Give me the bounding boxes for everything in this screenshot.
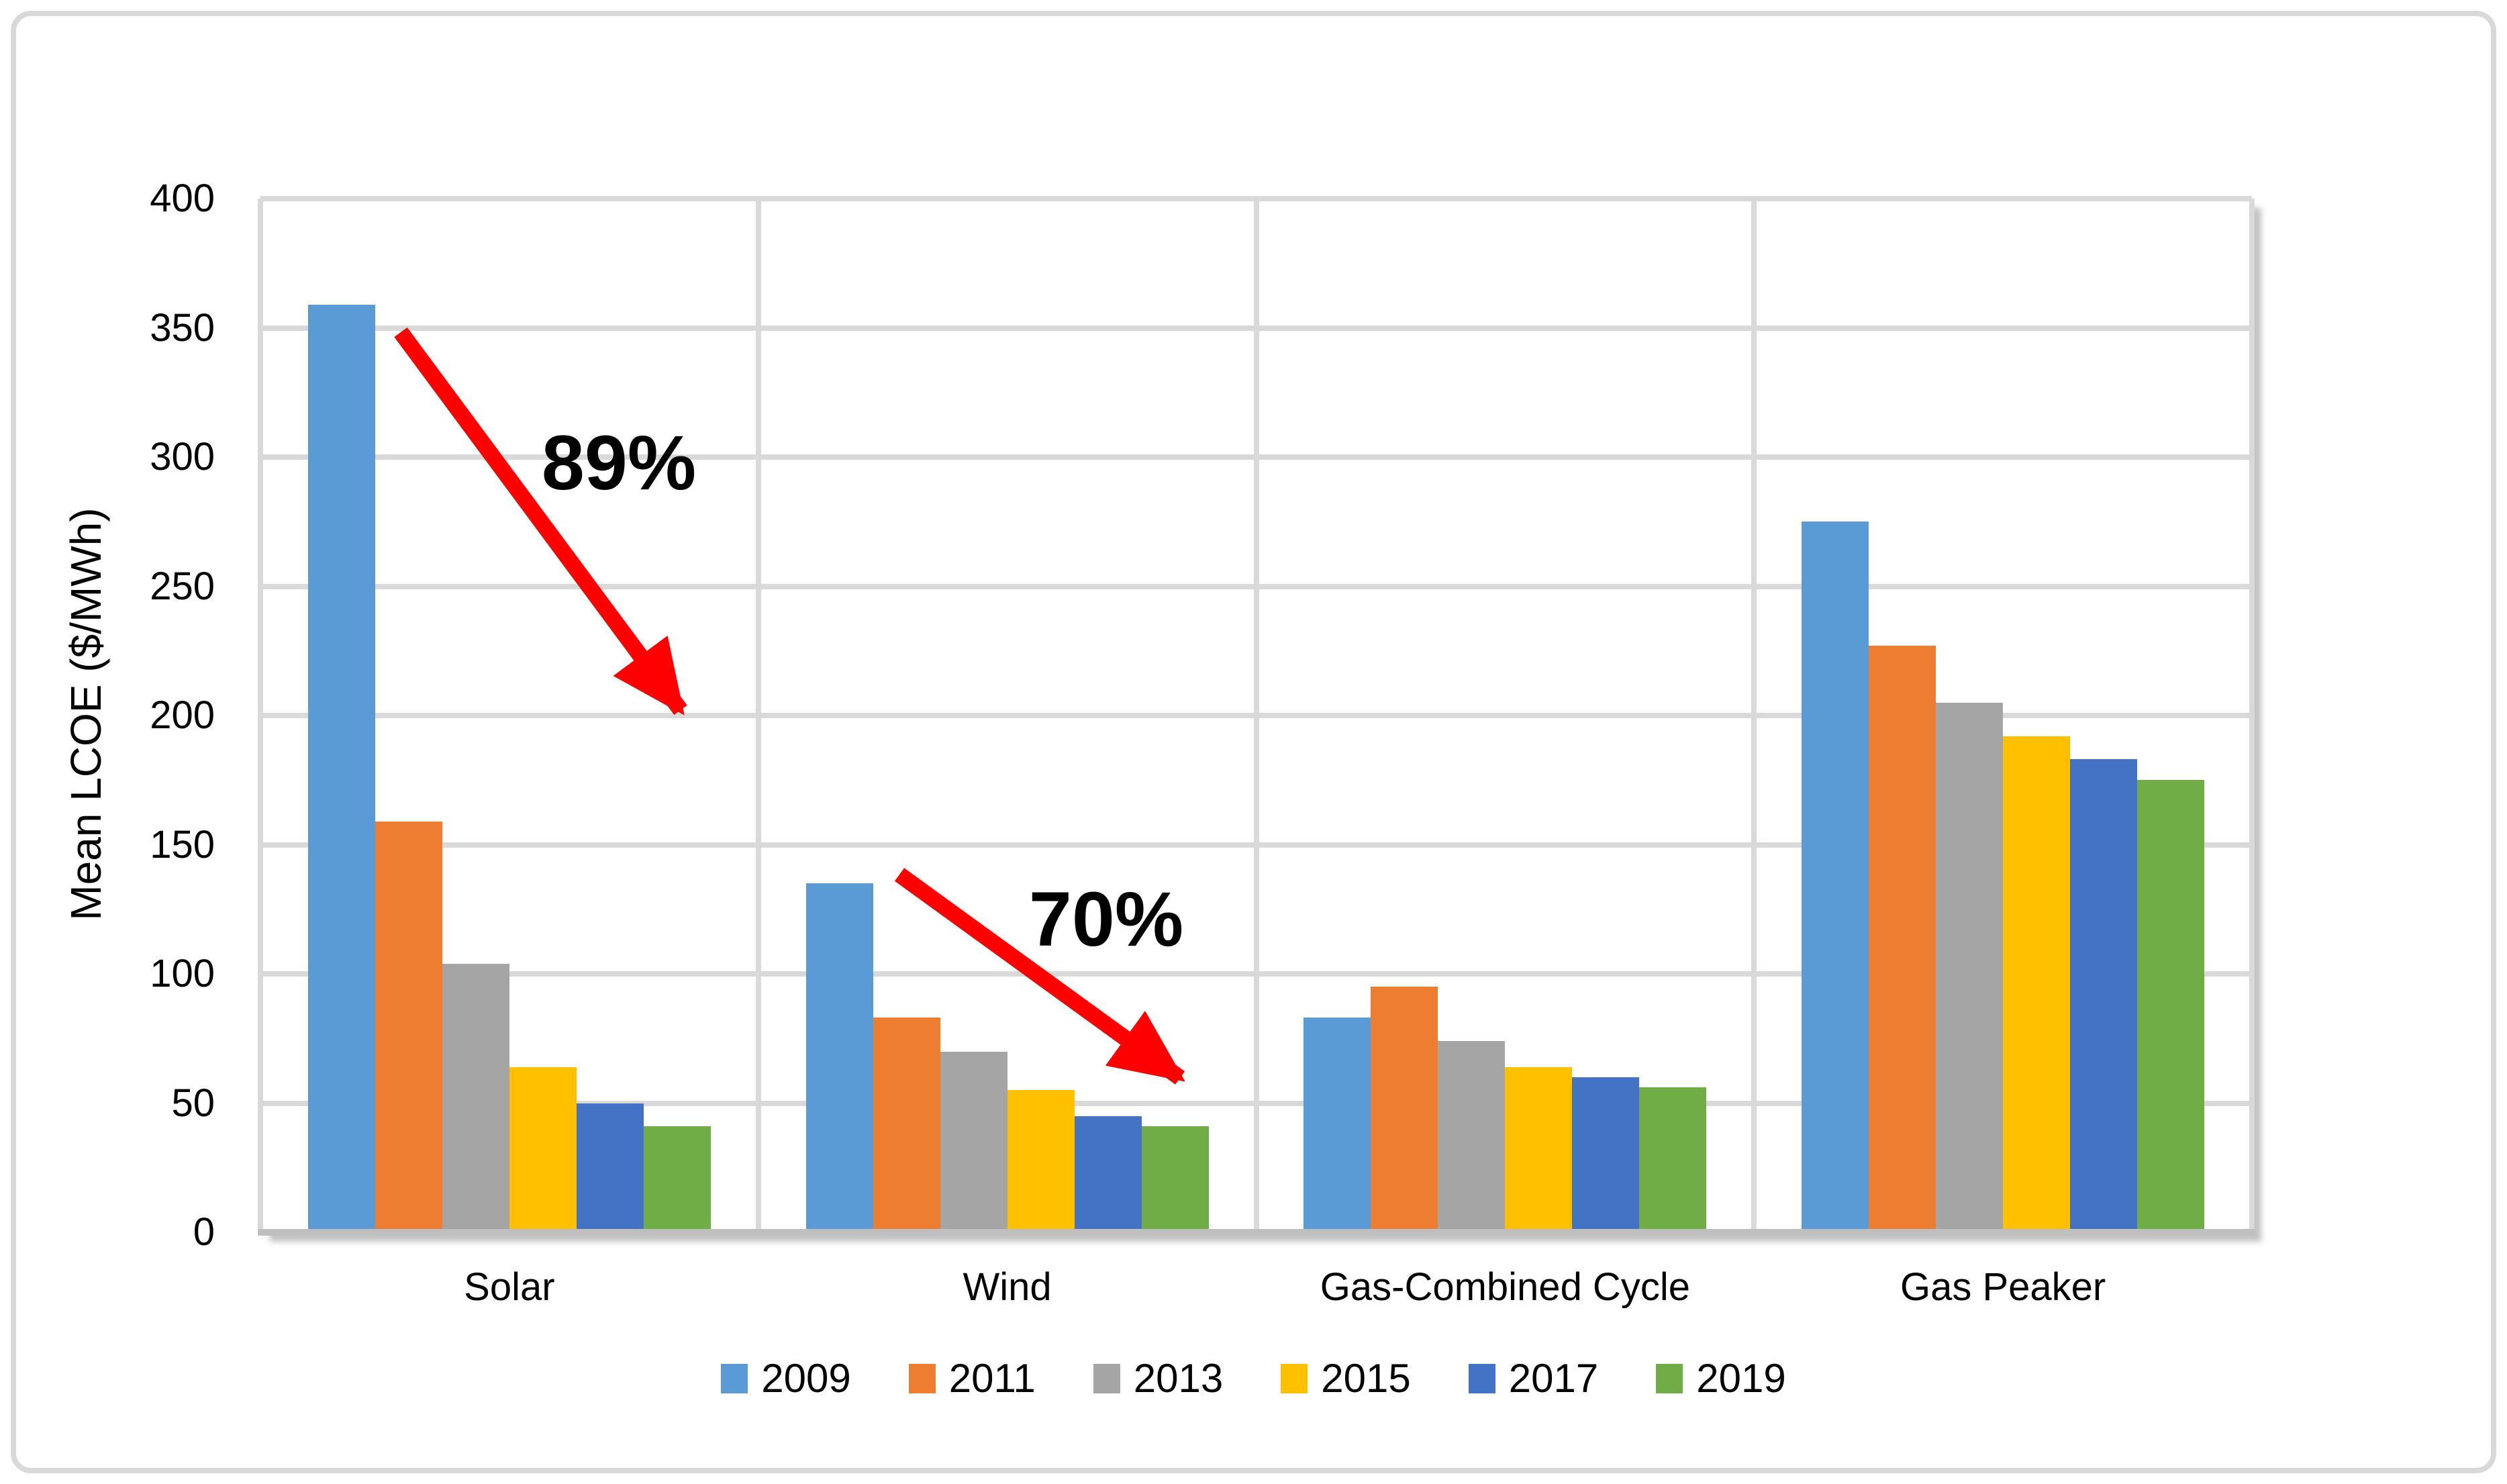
- bar-solar-2017: [576, 1103, 644, 1232]
- bar-gas-combined-cycle-2013: [1438, 1041, 1506, 1232]
- bar-gas-combined-cycle-2009: [1304, 1018, 1371, 1232]
- category-separator: [1751, 199, 1757, 1232]
- bar-gas-peaker-2009: [1802, 522, 1869, 1232]
- bar-gas-combined-cycle-2015: [1505, 1067, 1573, 1232]
- legend-label-2009: 2009: [761, 1356, 851, 1401]
- category-label-gas-peaker: Gas Peaker: [1900, 1265, 2106, 1309]
- legend-item-2011: 2011: [908, 1356, 1036, 1401]
- legend-label-2019: 2019: [1696, 1356, 1786, 1401]
- category-label-wind: Wind: [963, 1265, 1052, 1309]
- bar-gas-combined-cycle-2019: [1639, 1087, 1707, 1232]
- legend-swatch-2011: [908, 1364, 936, 1393]
- x-axis-line: [258, 1229, 2255, 1236]
- legend-item-2009: 2009: [721, 1356, 851, 1401]
- category-separator: [755, 199, 761, 1232]
- bar-wind-2011: [873, 1018, 940, 1232]
- figure-border: [11, 11, 2496, 1473]
- legend-label-2015: 2015: [1321, 1356, 1411, 1401]
- legend-swatch-2017: [1468, 1364, 1495, 1393]
- legend-swatch-2019: [1656, 1364, 1683, 1393]
- bar-wind-2009: [805, 883, 873, 1232]
- y-tick-label-50: 50: [171, 1081, 215, 1125]
- bar-gas-combined-cycle-2011: [1371, 987, 1438, 1232]
- plot-border-left: [258, 199, 263, 1232]
- bar-wind-2015: [1007, 1090, 1075, 1232]
- legend-swatch-2009: [721, 1364, 748, 1393]
- y-tick-label-350: 350: [150, 305, 215, 350]
- bar-gas-peaker-2017: [2070, 759, 2138, 1232]
- bar-solar-2013: [442, 963, 509, 1232]
- plot-area: [258, 196, 2255, 1236]
- legend-swatch-2015: [1281, 1364, 1308, 1393]
- plot-border-right: [2249, 199, 2255, 1232]
- bar-gas-combined-cycle-2017: [1572, 1077, 1640, 1232]
- y-tick-label-300: 300: [150, 435, 215, 479]
- plot-border-top: [260, 196, 2252, 201]
- bar-solar-2019: [643, 1126, 711, 1232]
- y-tick-label-100: 100: [150, 952, 215, 995]
- legend-label-2011: 2011: [948, 1356, 1036, 1401]
- bar-wind-2019: [1141, 1126, 1209, 1232]
- bar-gas-peaker-2013: [1936, 702, 2004, 1232]
- y-tick-label-400: 400: [150, 177, 215, 220]
- legend-item-2019: 2019: [1656, 1356, 1786, 1401]
- legend-item-2017: 2017: [1468, 1356, 1599, 1401]
- category-separator: [1253, 199, 1259, 1232]
- category-label-gas-combined-cycle: Gas-Combined Cycle: [1320, 1265, 1690, 1309]
- category-label-solar: Solar: [464, 1265, 555, 1309]
- bar-wind-2017: [1074, 1116, 1142, 1232]
- bar-solar-2011: [375, 821, 442, 1232]
- legend-item-2015: 2015: [1281, 1356, 1411, 1401]
- y-tick-label-150: 150: [150, 822, 215, 867]
- bar-gas-peaker-2011: [1869, 646, 1936, 1232]
- y-tick-label-250: 250: [150, 564, 215, 608]
- bar-solar-2015: [509, 1067, 577, 1232]
- bar-wind-2013: [940, 1051, 1007, 1232]
- legend: 2009 2011 2013 2015 2017 2019: [0, 1357, 2507, 1400]
- legend-label-2017: 2017: [1508, 1356, 1599, 1401]
- y-tick-label-0: 0: [193, 1210, 215, 1254]
- y-tick-label-200: 200: [150, 693, 215, 737]
- bar-gas-peaker-2019: [2137, 780, 2205, 1232]
- bar-gas-peaker-2015: [2003, 736, 2071, 1232]
- legend-label-2013: 2013: [1133, 1356, 1224, 1401]
- decline-label-70%: 70%: [1028, 877, 1184, 962]
- legend-swatch-2013: [1093, 1364, 1120, 1393]
- decline-label-89%: 89%: [541, 420, 697, 506]
- bar-solar-2009: [307, 304, 375, 1232]
- legend-item-2013: 2013: [1093, 1357, 1223, 1400]
